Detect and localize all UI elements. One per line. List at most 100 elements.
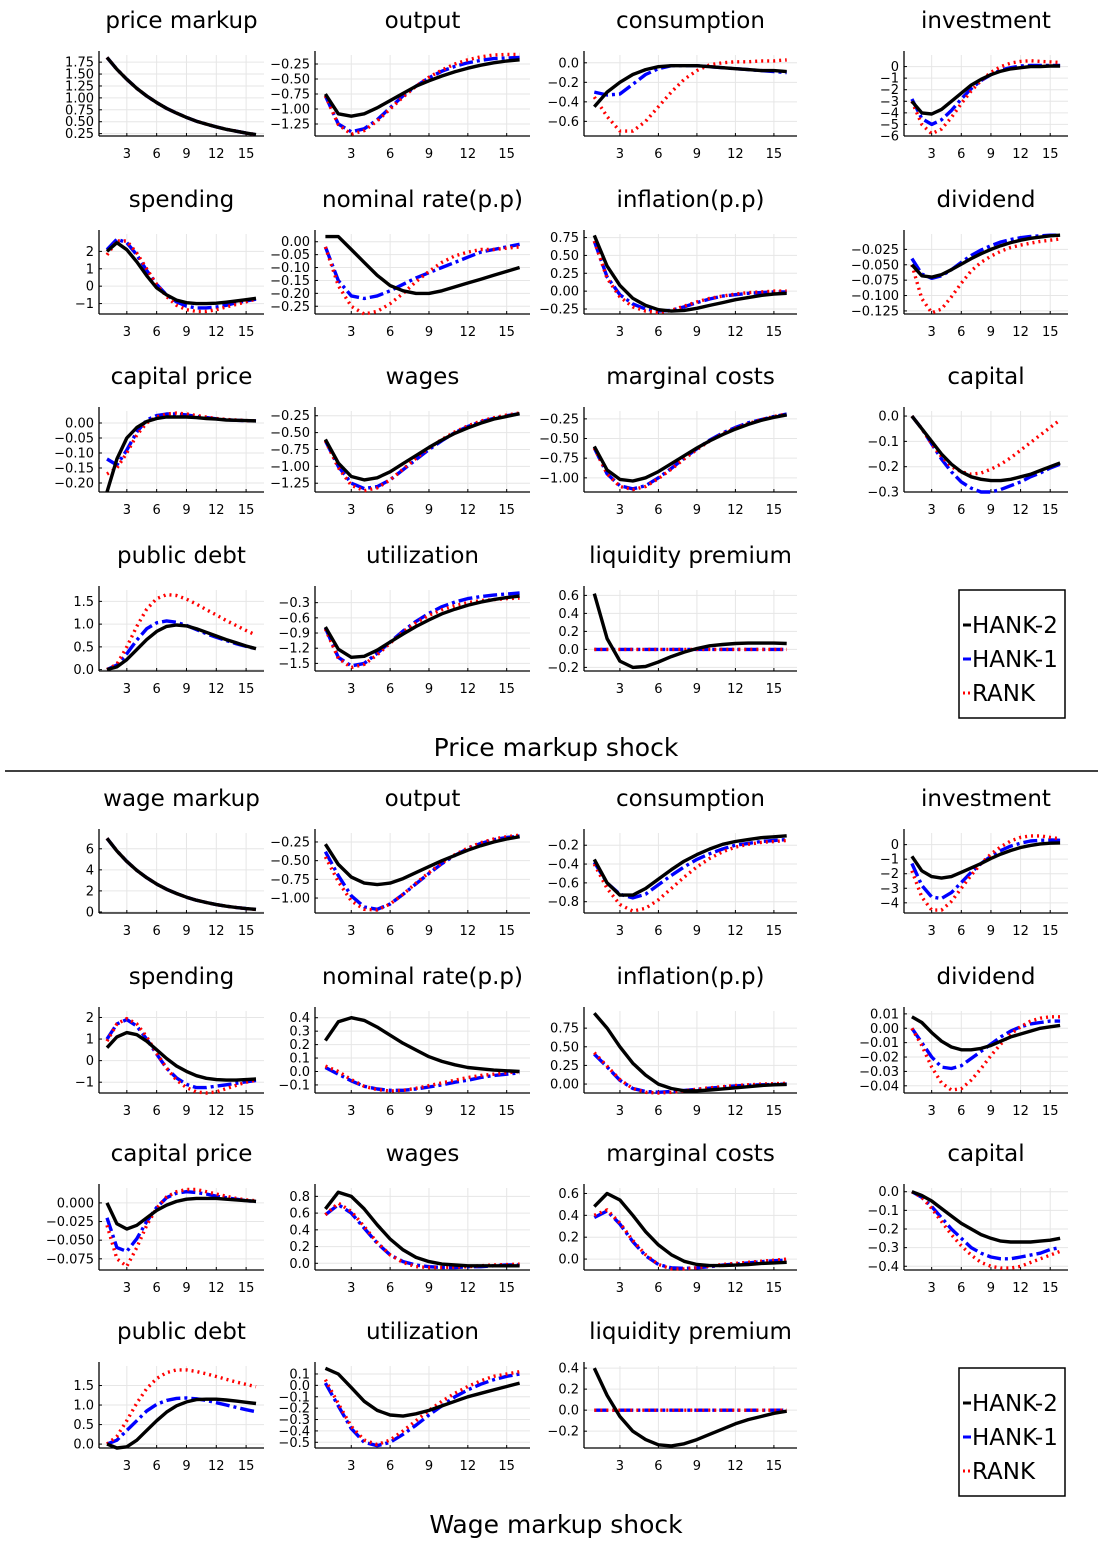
x-tick-label: 9 <box>987 1104 995 1119</box>
y-tick-label: 1.0 <box>73 618 94 633</box>
x-tick-label: 9 <box>987 503 995 518</box>
panel-wage-markup: wage markup 3 6 9 12 15 0 2 4 6 <box>86 786 264 939</box>
x-tick-label: 12 <box>1012 1281 1029 1296</box>
series-line-hank-2 <box>323 412 520 482</box>
x-tick-label: 6 <box>386 682 394 697</box>
y-tick-label: 0.50 <box>550 249 579 264</box>
y-tick-label: −1.25 <box>270 118 310 133</box>
y-tick-label: −0.5 <box>278 1436 310 1451</box>
series-line-hank-2 <box>324 1190 520 1268</box>
y-tick-label: −0.20 <box>270 287 310 302</box>
y-tick-label: −0.1 <box>867 1204 899 1219</box>
y-tick-label: 0.01 <box>870 1007 899 1022</box>
panel-investment: investment 3 6 9 12 15 −6−5−4−3−2−10 <box>880 8 1068 162</box>
series-line-rank <box>105 1187 257 1269</box>
y-tick-label: −4 <box>880 896 899 911</box>
y-tick-label: −5 <box>880 118 899 133</box>
series-line-rank <box>324 1201 520 1270</box>
y-tick-label: 0.6 <box>558 1187 579 1202</box>
x-tick-label: 15 <box>238 682 255 697</box>
x-tick-label: 15 <box>498 1281 515 1296</box>
panel-title: public debt <box>117 543 246 569</box>
series-line-rank <box>592 58 787 133</box>
x-tick-label: 12 <box>727 503 744 518</box>
y-tick-label: −0.25 <box>270 300 310 315</box>
y-tick-label: −0.75 <box>270 88 310 103</box>
x-tick-label: 9 <box>425 503 433 518</box>
y-tick-label: −0.3 <box>867 1241 899 1256</box>
x-tick-label: 9 <box>693 1281 701 1296</box>
legend-label-hank-2: HANK-2 <box>972 1391 1058 1417</box>
panel-capital: capital 3 6 9 12 15 −0.3 −0.2 −0.1 0.0 <box>867 364 1068 518</box>
y-tick-label: −0.025 <box>851 243 899 258</box>
x-tick-label: 3 <box>123 682 131 697</box>
y-tick-label: −0.50 <box>270 854 310 869</box>
y-tick-label: −0.04 <box>859 1079 899 1094</box>
panel-title: utilization <box>366 543 479 569</box>
panel-public-debt: public debt 3 6 9 12 15 0.0 0.5 1.0 1.5 <box>73 1319 264 1474</box>
panel-capital-price: capital price 3 6 9 12 15 −0.075 −0.050 −0.025 0.… <box>46 1141 264 1296</box>
x-tick-label: 12 <box>208 325 225 340</box>
series-line-rank <box>323 596 520 670</box>
x-tick-label: 3 <box>616 924 624 939</box>
x-tick-label: 6 <box>153 325 161 340</box>
y-tick-label: 0.5 <box>73 640 94 655</box>
x-tick-label: 9 <box>693 682 701 697</box>
y-tick-label: 0.00 <box>65 417 94 432</box>
panel-title: nominal rate(p.p) <box>322 187 523 213</box>
x-tick-label: 12 <box>727 924 744 939</box>
y-tick-label: 0.0 <box>558 643 579 658</box>
y-tick-label: −0.6 <box>278 611 310 626</box>
y-tick-label: 0.0 <box>558 56 579 71</box>
y-tick-label: 1.0 <box>73 1399 94 1414</box>
y-tick-label: 0.0 <box>73 1438 94 1453</box>
y-tick-label: −0.3 <box>278 1413 310 1428</box>
y-tick-label: −0.1 <box>867 435 899 450</box>
x-tick-label: 3 <box>616 147 624 162</box>
panel-title: capital price <box>111 364 253 390</box>
y-tick-label: 0 <box>891 60 899 75</box>
x-tick-label: 12 <box>727 682 744 697</box>
series-line-rank <box>910 1015 1061 1092</box>
series-line-hank-1 <box>323 55 520 134</box>
series-line-hank-2 <box>105 415 257 493</box>
y-tick-label: 1 <box>86 1033 94 1048</box>
y-tick-label: −0.3 <box>867 486 899 501</box>
x-tick-label: 3 <box>123 325 131 340</box>
x-tick-label: 6 <box>153 1281 161 1296</box>
x-tick-label: 9 <box>693 325 701 340</box>
y-tick-label: −2 <box>880 867 899 882</box>
panel-liquidity-premium: liquidity premium 3 6 9 12 15 −0.2 0.0 0.2 0.4 <box>547 1319 797 1474</box>
x-tick-label: 3 <box>347 147 355 162</box>
y-tick-label: −0.3 <box>278 596 310 611</box>
x-tick-label: 9 <box>425 1459 433 1474</box>
y-tick-label: −0.25 <box>270 835 310 850</box>
panel-title: wages <box>386 1141 460 1167</box>
panel-utilization: utilization 3 6 9 12 15 −1.5−1.2−0.9−0.6−0.3 <box>278 543 530 697</box>
x-tick-label: 3 <box>928 503 936 518</box>
x-tick-label: 15 <box>1042 1281 1059 1296</box>
panel-title: investment <box>921 786 1051 812</box>
series-line-rank <box>105 239 257 314</box>
x-tick-label: 3 <box>123 1459 131 1474</box>
x-tick-label: 3 <box>123 503 131 518</box>
x-tick-label: 15 <box>238 1281 255 1296</box>
series-line-hank-1 <box>593 1209 787 1271</box>
x-tick-label: 15 <box>1042 924 1059 939</box>
y-tick-label: 0.2 <box>558 1383 579 1398</box>
legend-box <box>958 1367 1066 1497</box>
series-line-rank <box>592 240 787 315</box>
y-tick-label: −0.75 <box>270 873 310 888</box>
y-tick-label: 0.25 <box>550 267 579 282</box>
y-tick-label: −0.50 <box>270 73 310 88</box>
x-tick-label: 15 <box>1042 1104 1059 1119</box>
x-tick-label: 9 <box>987 924 995 939</box>
y-tick-label: 0.00 <box>870 1022 899 1037</box>
panel-nominal-rate-p-p: nominal rate(p.p) 3 6 9 12 15 −0.10.00.10.20.3… <box>278 964 530 1119</box>
panel-marginal-costs: marginal costs 3 6 9 12 15 0.0 0.2 0.4 0.6 <box>558 1141 797 1296</box>
y-tick-label: 1.50 <box>65 68 94 83</box>
series-line-hank-1 <box>106 1396 257 1446</box>
